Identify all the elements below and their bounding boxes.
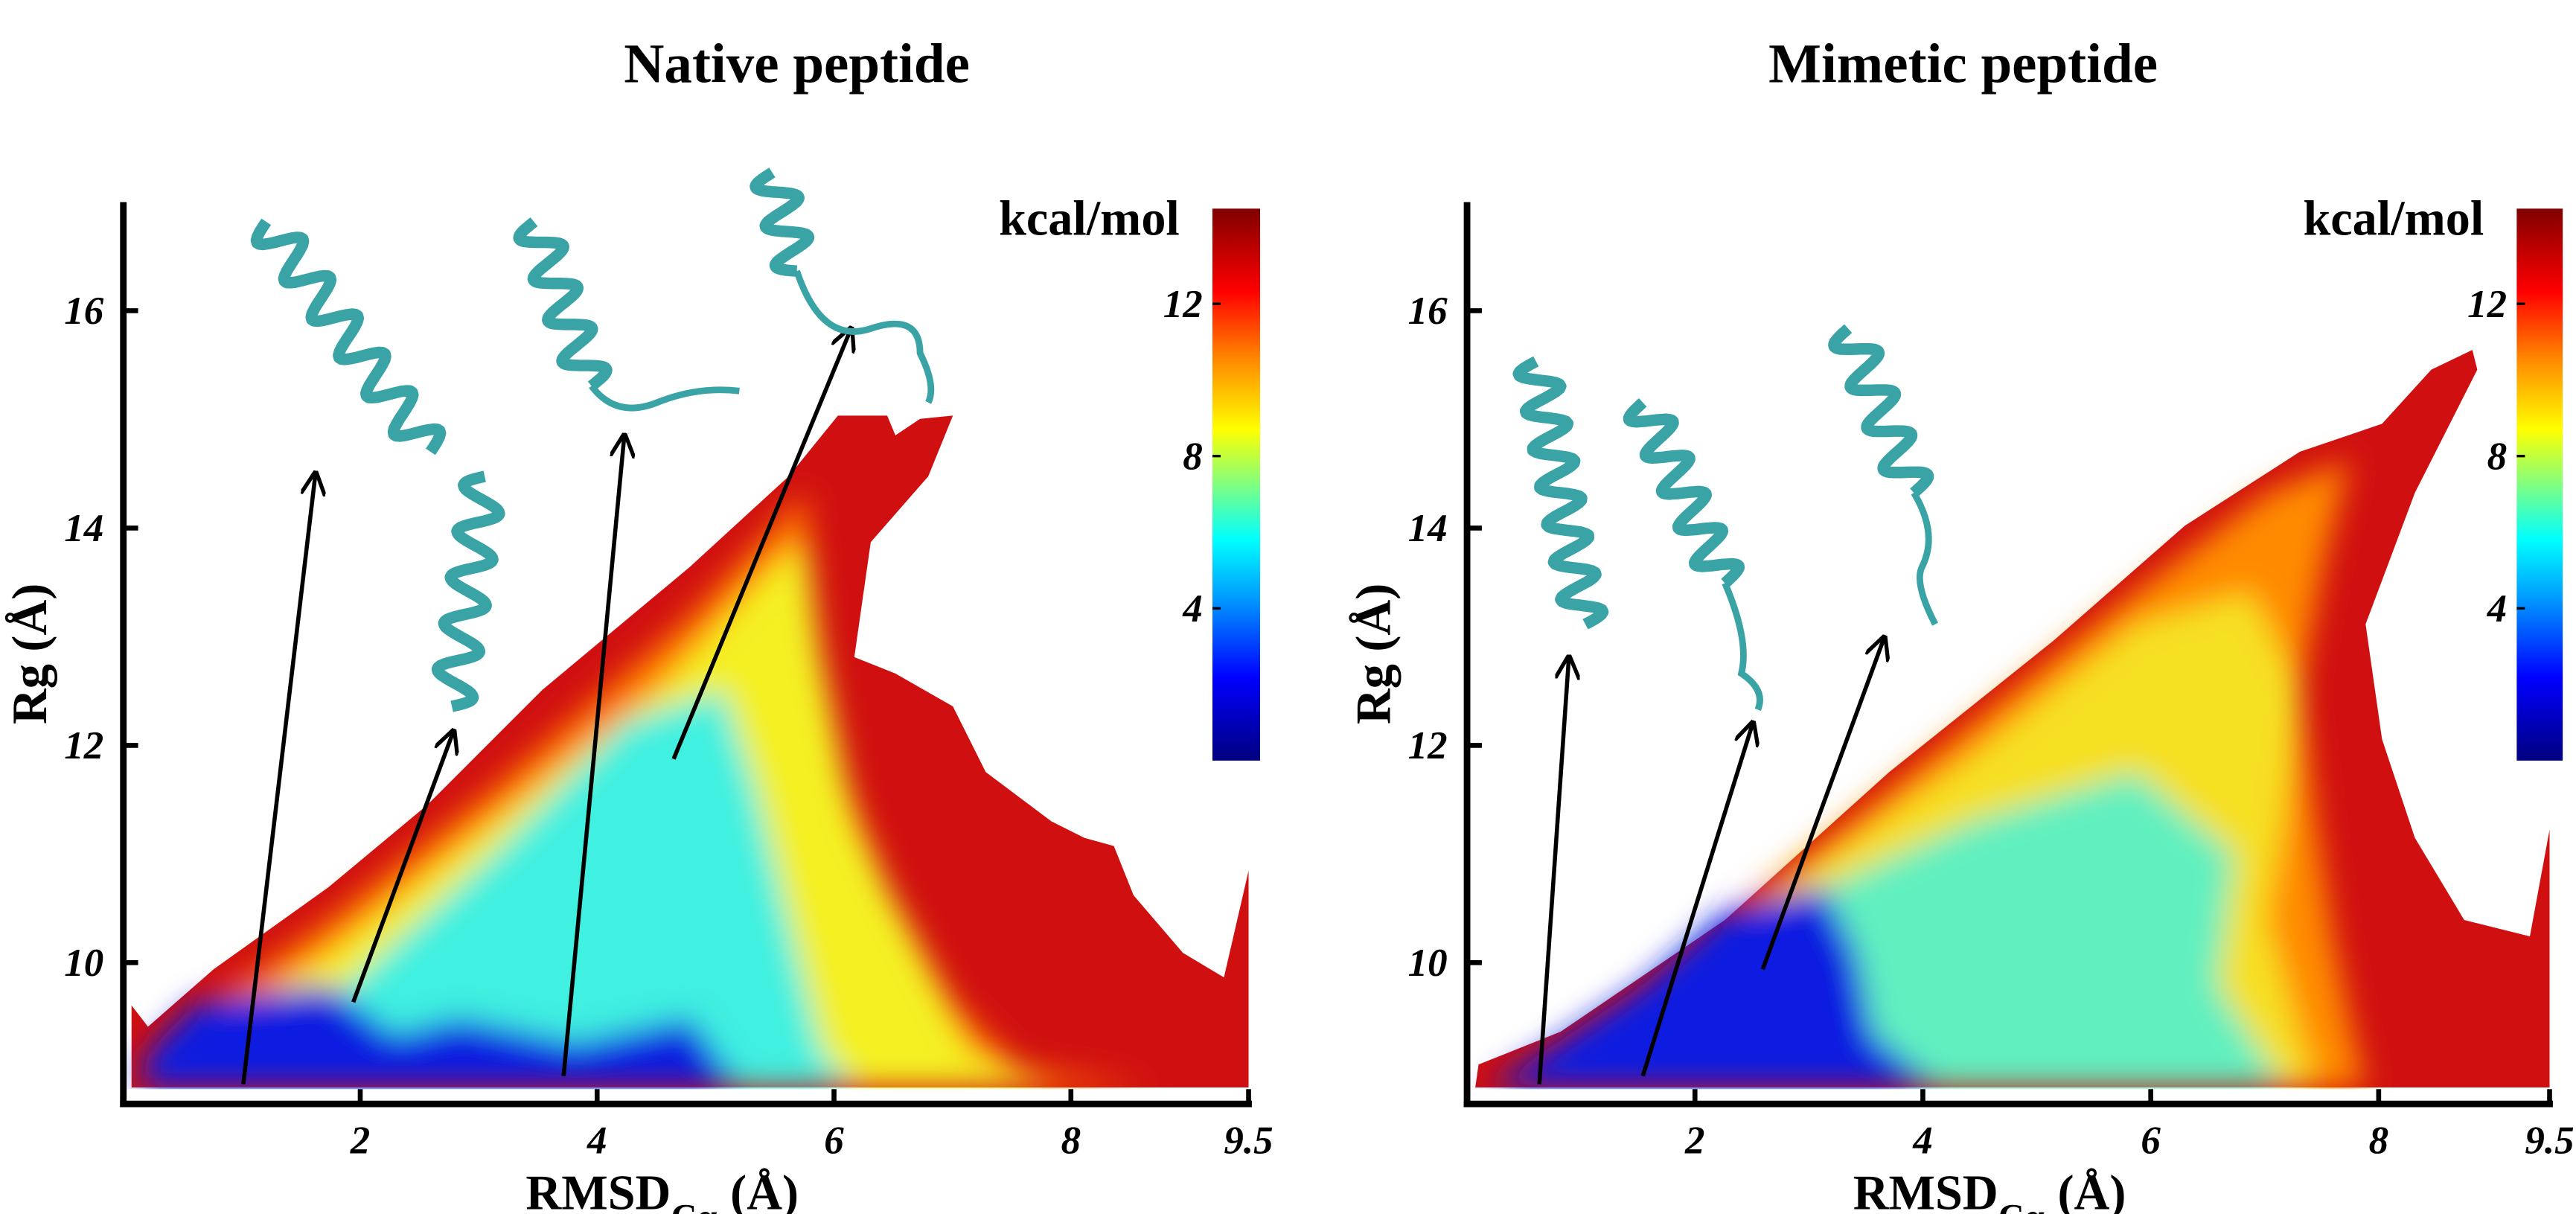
helix <box>250 218 447 456</box>
x-label-sub: Cα <box>671 1197 717 1214</box>
panel-title: Native peptide <box>624 33 970 95</box>
helix <box>1623 398 1745 588</box>
helix <box>1828 324 1934 497</box>
colorbar-tick-label: 8 <box>1183 435 1202 478</box>
colorbar-tick-label: 4 <box>2487 587 2507 630</box>
y-tick-label: 12 <box>1408 724 1448 767</box>
x-tick-label: 2 <box>1684 1119 1704 1162</box>
y-tick-label: 10 <box>1408 942 1448 985</box>
x-label-sub: Cα <box>1998 1197 2045 1214</box>
y-tick-label: 14 <box>64 507 103 550</box>
x-axis-label: RMSDCα (Å) <box>525 1166 799 1214</box>
helix <box>431 470 505 712</box>
energy-surface <box>131 415 1249 1088</box>
y-tick-label: 10 <box>64 942 103 985</box>
y-tick-label: 12 <box>64 724 103 767</box>
x-tick-label: 6 <box>2141 1119 2161 1162</box>
x-tick-label: 8 <box>2369 1119 2388 1162</box>
colorbar-label: kcal/mol <box>2303 192 2484 246</box>
coil <box>793 269 935 404</box>
colorbar-tick-label: 8 <box>2487 435 2507 478</box>
y-tick-label: 14 <box>1408 507 1448 550</box>
x-label-main: RMSD <box>525 1166 671 1214</box>
helix <box>750 167 815 277</box>
x-tick-label: 9.5 <box>1224 1119 1273 1162</box>
x-axis-label: RMSDCα (Å) <box>1853 1166 2126 1214</box>
coil <box>589 383 740 412</box>
y-axis-label: Rg (Å) <box>1346 584 1401 724</box>
x-tick-label: 9.5 <box>2525 1119 2574 1162</box>
colorbar-label: kcal/mol <box>999 192 1180 246</box>
x-tick-label: 4 <box>1912 1119 1932 1162</box>
x-tick-label: 6 <box>824 1119 844 1162</box>
energy-surface <box>1475 350 2550 1088</box>
helix <box>1512 356 1609 630</box>
x-label-unit: (Å) <box>730 1166 799 1214</box>
x-tick-label: 4 <box>587 1119 607 1162</box>
colorbar-tick-label: 12 <box>1163 283 1203 326</box>
coil <box>1911 491 1938 626</box>
arrows <box>241 328 1885 1084</box>
colorbar <box>2516 208 2563 761</box>
colorbar <box>1212 208 1260 761</box>
panel-title: Mimetic peptide <box>1768 33 2158 95</box>
colorbar-tick-label: 4 <box>1182 587 1202 630</box>
colorbar-tick-label: 12 <box>2467 283 2507 326</box>
x-tick-label: 8 <box>1061 1119 1081 1162</box>
helix <box>513 217 613 391</box>
x-label-main: RMSD <box>1853 1166 1998 1214</box>
x-label-unit: (Å) <box>2057 1166 2126 1214</box>
coil <box>1722 581 1763 712</box>
peptide-structures <box>250 167 1938 712</box>
x-tick-label: 2 <box>350 1119 370 1162</box>
y-tick-label: 16 <box>64 290 103 333</box>
y-axis-label: Rg (Å) <box>3 584 57 724</box>
y-tick-label: 16 <box>1408 290 1448 333</box>
